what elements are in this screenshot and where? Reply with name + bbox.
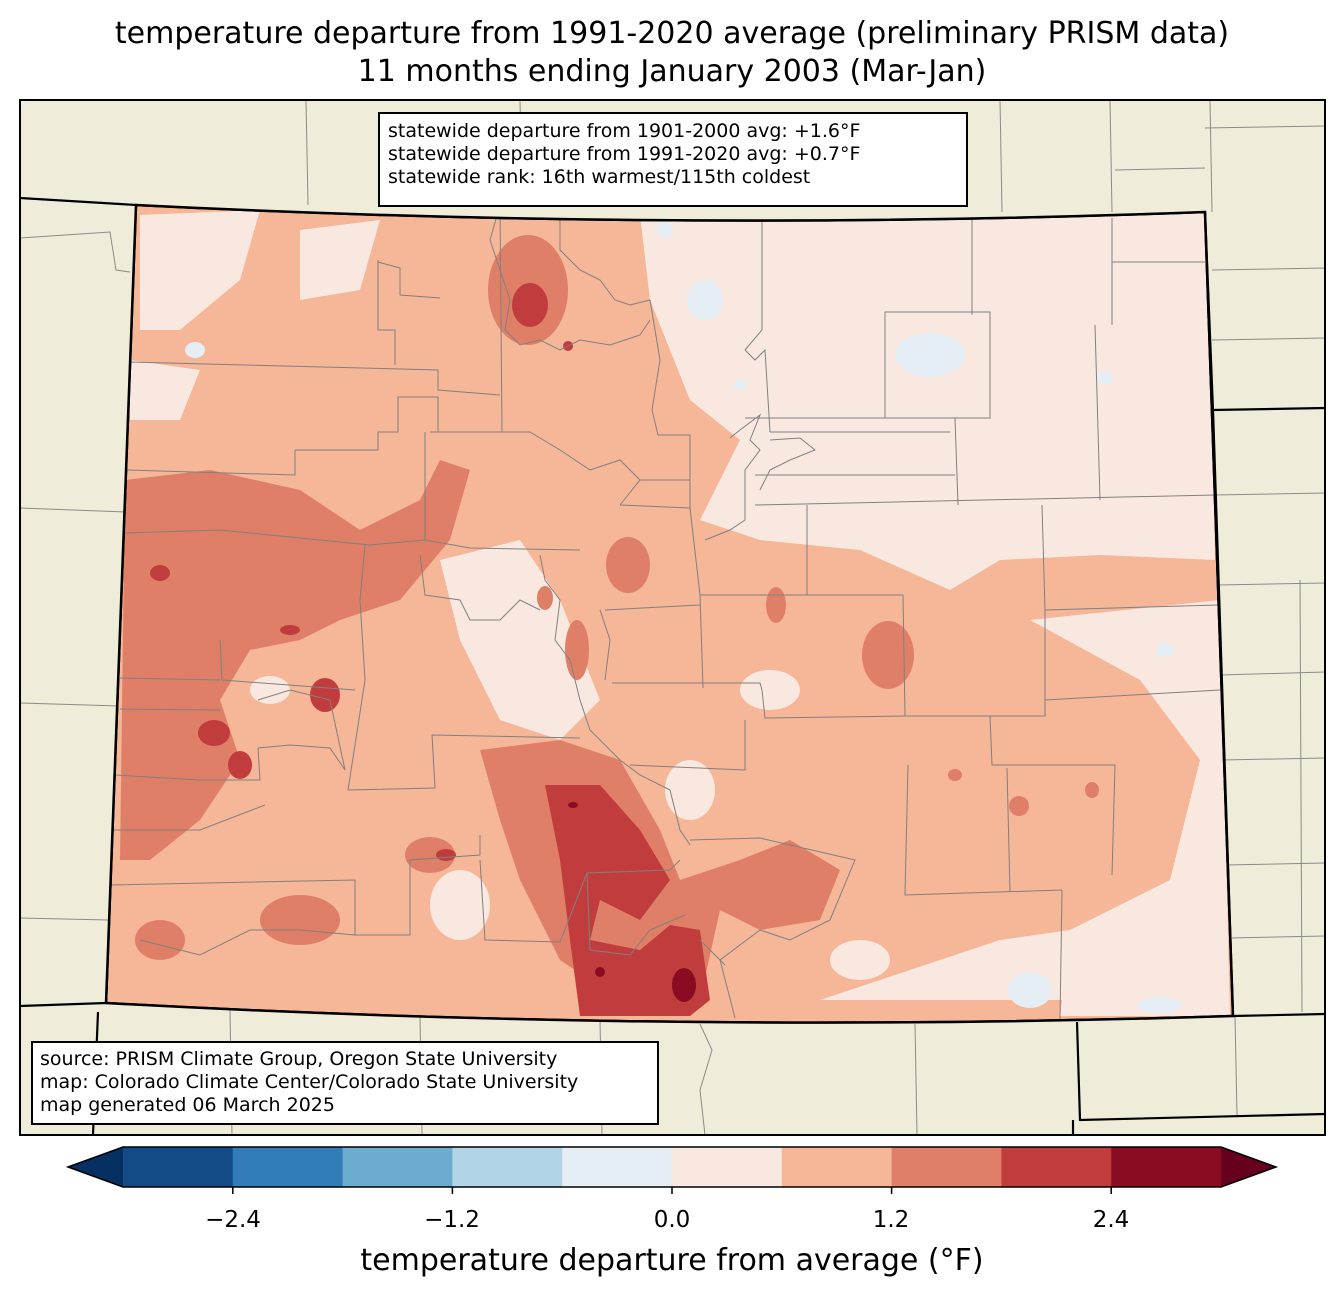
colorbar xyxy=(65,1146,1279,1194)
colorbar-tick-label: 0.0 xyxy=(653,1207,691,1233)
generated-date-line: map generated 06 March 2025 xyxy=(40,1094,335,1116)
colorbar-tick-label: 1.2 xyxy=(872,1207,910,1233)
zone-1.8-to-2.4 xyxy=(150,283,710,1016)
stats-departure-1901-2000: statewide departure from 1901-2000 avg: … xyxy=(388,120,861,142)
colorbar-tick-label: 2.4 xyxy=(1092,1207,1130,1233)
title-line-2: 11 months ending January 2003 (Mar-Jan) xyxy=(357,54,987,89)
colorbar-bin xyxy=(232,1147,344,1187)
colorbar-bin xyxy=(342,1147,453,1187)
map-credit-line: map: Colorado Climate Center/Colorado St… xyxy=(40,1071,579,1093)
map-frame-border xyxy=(19,99,1326,1136)
source-line: source: PRISM Climate Group, Oregon Stat… xyxy=(40,1048,558,1070)
colorado-temperature-field xyxy=(106,205,1233,1023)
statewide-stats-box: statewide departure from 1901-2000 avg: … xyxy=(378,112,968,207)
stats-rank: statewide rank: 16th warmest/115th colde… xyxy=(388,166,811,188)
colorbar-extend-low xyxy=(68,1147,123,1187)
zone--0.6-to-0.0 xyxy=(185,222,1182,1013)
colorbar-tick-label: −2.4 xyxy=(205,1207,261,1233)
colorbar-bin xyxy=(781,1147,893,1187)
colorbar-bin xyxy=(1111,1147,1222,1187)
colorbar-bin xyxy=(562,1147,673,1187)
colorbar-extend-high xyxy=(1221,1147,1276,1187)
colorbar-bin xyxy=(672,1147,783,1187)
colorbar-bin xyxy=(123,1147,234,1187)
county-lines xyxy=(109,205,1221,1021)
source-box: source: PRISM Climate Group, Oregon Stat… xyxy=(31,1041,659,1125)
colorbar-bin xyxy=(891,1147,1002,1187)
colorbar-bin xyxy=(1001,1147,1112,1187)
zone-2.4-to-3.0 xyxy=(568,802,696,1002)
colorbar-outline xyxy=(65,1146,1279,1188)
colorbar-title: temperature departure from average (°F) xyxy=(360,1243,984,1278)
colorbar-bin xyxy=(452,1147,563,1187)
colorbar-tick-label: −1.2 xyxy=(424,1207,480,1233)
colorado-outline xyxy=(104,203,1235,1024)
zone-0.0-to-0.6 xyxy=(130,210,1230,1016)
stats-departure-1991-2020: statewide departure from 1991-2020 avg: … xyxy=(388,143,861,165)
title-line-1: temperature departure from 1991-2020 ave… xyxy=(114,16,1230,51)
